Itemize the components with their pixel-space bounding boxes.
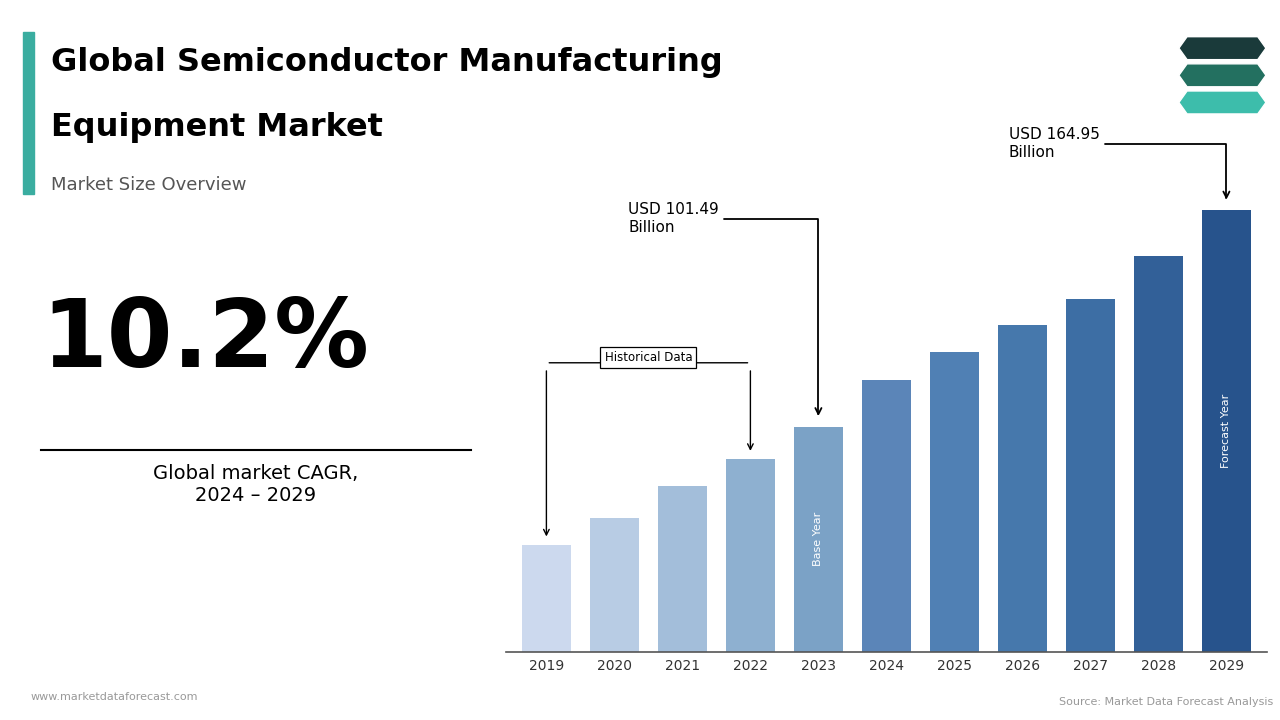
Bar xyxy=(590,518,639,652)
Bar xyxy=(998,325,1047,652)
Text: Equipment Market: Equipment Market xyxy=(51,112,383,143)
Bar xyxy=(1202,210,1251,652)
Bar xyxy=(861,380,911,652)
Bar xyxy=(1066,299,1115,652)
Text: www.marketdataforecast.com: www.marketdataforecast.com xyxy=(31,692,198,702)
Text: USD 164.95
Billion: USD 164.95 Billion xyxy=(1009,127,1230,198)
Text: Market Size Overview: Market Size Overview xyxy=(51,176,247,194)
Bar xyxy=(658,486,707,652)
Text: Global market CAGR,
2024 – 2029: Global market CAGR, 2024 – 2029 xyxy=(154,464,358,505)
Bar xyxy=(1134,256,1183,652)
Bar xyxy=(726,459,774,652)
Bar xyxy=(23,32,35,194)
Bar xyxy=(522,544,571,652)
Text: Source: Market Data Forecast Analysis: Source: Market Data Forecast Analysis xyxy=(1060,697,1274,707)
Text: Historical Data: Historical Data xyxy=(604,351,692,364)
Bar xyxy=(929,352,979,652)
Text: Forecast Year: Forecast Year xyxy=(1221,394,1231,468)
Bar xyxy=(794,427,842,652)
Text: Base Year: Base Year xyxy=(813,512,823,567)
Polygon shape xyxy=(1179,37,1266,60)
Polygon shape xyxy=(1179,91,1266,114)
Text: USD 101.49
Billion: USD 101.49 Billion xyxy=(628,202,822,414)
Text: 10.2%: 10.2% xyxy=(41,295,369,387)
Polygon shape xyxy=(1179,64,1266,87)
Text: Global Semiconductor Manufacturing: Global Semiconductor Manufacturing xyxy=(51,47,723,78)
